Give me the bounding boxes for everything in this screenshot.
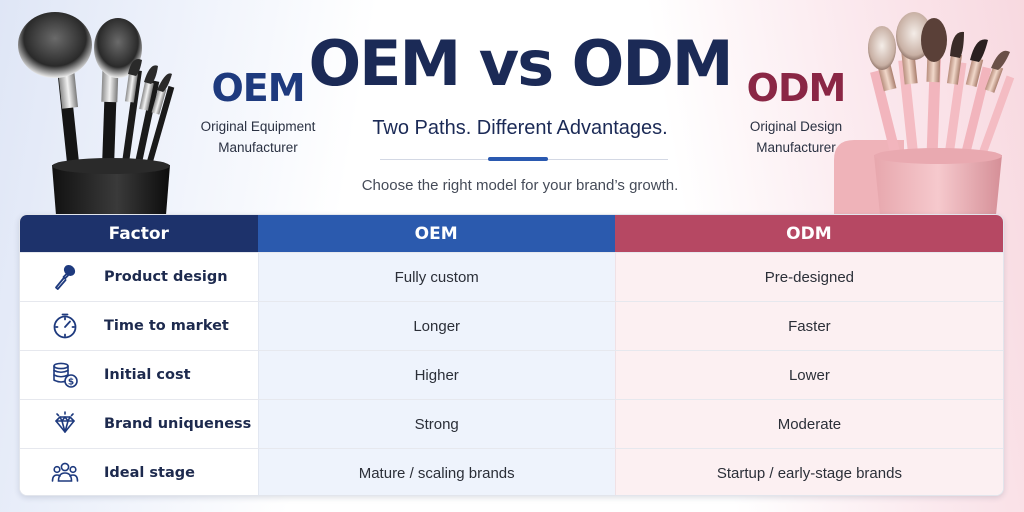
factor-cell: $ Initial cost bbox=[20, 351, 258, 399]
oem-label-line2: Manufacturer bbox=[218, 140, 298, 155]
table-row: Brand uniqueness Strong Moderate bbox=[20, 399, 1003, 448]
table-row: Time to market Longer Faster bbox=[20, 301, 1003, 350]
odm-value-cell: Moderate bbox=[614, 400, 1003, 448]
factor-cell: Time to market bbox=[20, 302, 258, 350]
table-row: $ Initial cost Higher Lower bbox=[20, 350, 1003, 399]
svg-text:$: $ bbox=[68, 378, 74, 388]
oem-value-cell: Longer bbox=[257, 302, 615, 350]
diamond-icon bbox=[50, 409, 80, 439]
black-brush-set-image bbox=[0, 0, 200, 215]
column-header-odm: ODM bbox=[614, 215, 1003, 252]
odm-value-cell: Pre-designed bbox=[614, 253, 1003, 301]
factor-label: Ideal stage bbox=[104, 465, 195, 481]
odm-label-title: ODM bbox=[746, 66, 847, 110]
odm-label-block: ODM Original Design Manufacturer bbox=[728, 66, 864, 158]
oem-label-line1: Original Equipment bbox=[200, 119, 316, 134]
odm-value-cell: Startup / early-stage brands bbox=[614, 449, 1003, 495]
factor-cell: Product design bbox=[20, 253, 258, 301]
oem-value-cell: Fully custom bbox=[257, 253, 615, 301]
odm-value-cell: Lower bbox=[614, 351, 1003, 399]
page-subtitle: Two Paths. Different Advantages. bbox=[372, 117, 668, 139]
comparison-table: Factor OEM ODM Product design Fully cust… bbox=[19, 214, 1004, 496]
table-row: Ideal stage Mature / scaling brands Star… bbox=[20, 448, 1003, 495]
makeup-brush-icon bbox=[50, 262, 80, 292]
table-header-row: Factor OEM ODM bbox=[20, 215, 1003, 252]
odm-value-cell: Faster bbox=[614, 302, 1003, 350]
tagline: Choose the right model for your brand’s … bbox=[361, 177, 679, 194]
oem-value-cell: Strong bbox=[257, 400, 615, 448]
odm-label-line2: Manufacturer bbox=[756, 140, 836, 155]
page-title: OEM vs ODM bbox=[308, 27, 733, 100]
factor-label: Initial cost bbox=[104, 367, 191, 383]
odm-label-line1: Original Design bbox=[749, 119, 843, 134]
people-group-icon bbox=[50, 458, 80, 488]
coins-icon: $ bbox=[50, 360, 80, 390]
oem-label-title: OEM bbox=[211, 66, 305, 110]
oem-value-cell: Mature / scaling brands bbox=[257, 449, 615, 495]
stopwatch-icon bbox=[50, 311, 80, 341]
column-header-oem: OEM bbox=[257, 215, 615, 252]
factor-cell: Ideal stage bbox=[20, 449, 258, 495]
table-row: Product design Fully custom Pre-designed bbox=[20, 252, 1003, 301]
column-header-factor: Factor bbox=[20, 215, 258, 252]
divider-accent bbox=[488, 157, 548, 161]
factor-label: Brand uniqueness bbox=[104, 416, 252, 432]
oem-value-cell: Higher bbox=[257, 351, 615, 399]
factor-cell: Brand uniqueness bbox=[20, 400, 258, 448]
factor-label: Time to market bbox=[104, 318, 229, 334]
pink-brush-set-image bbox=[824, 0, 1024, 215]
oem-label-block: OEM Original Equipment Manufacturer bbox=[190, 66, 326, 158]
factor-label: Product design bbox=[104, 269, 228, 285]
